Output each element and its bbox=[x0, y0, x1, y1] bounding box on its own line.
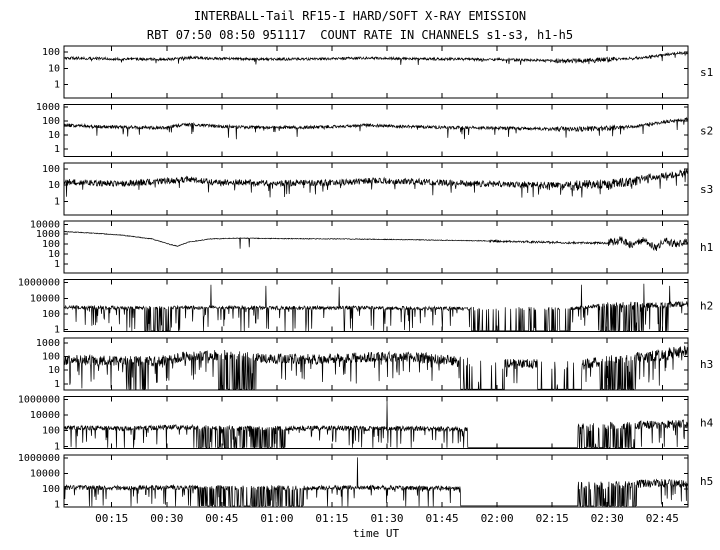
panel-s1-frame bbox=[63, 45, 689, 99]
panel-s1-trace bbox=[63, 50, 689, 66]
y-tick-label: 1 bbox=[54, 441, 60, 452]
y-tick-label: 1000 bbox=[36, 338, 60, 349]
panel-h2-trace bbox=[63, 283, 689, 332]
x-axis-label: time UT bbox=[353, 527, 400, 540]
y-tick-label: 1000 bbox=[36, 229, 60, 240]
y-tick-label: 100 bbox=[42, 426, 60, 437]
panel-s2-frame bbox=[63, 103, 689, 157]
x-tick-label: 01:15 bbox=[315, 512, 348, 525]
channel-label-h3: h3 bbox=[700, 358, 713, 371]
panel-h3-trace bbox=[63, 345, 689, 390]
chart-subtitle: RBT 07:50 08:50 951117 COUNT RATE IN CHA… bbox=[146, 28, 574, 42]
y-tick-label: 1 bbox=[54, 500, 60, 511]
y-tick-label: 10 bbox=[48, 180, 60, 191]
panel-h1-frame bbox=[63, 220, 689, 274]
x-tick-label: 02:15 bbox=[536, 512, 569, 525]
x-tick-label: 00:15 bbox=[95, 512, 128, 525]
chart-title: INTERBALL-Tail RF15-I HARD/SOFT X-RAY EM… bbox=[193, 9, 527, 23]
panel-s3-trace bbox=[63, 169, 689, 198]
y-tick-label: 100 bbox=[42, 352, 60, 363]
channel-label-h2: h2 bbox=[700, 300, 713, 313]
x-tick-label: 00:45 bbox=[205, 512, 238, 525]
panel-h5: 1000000 10000 100 1 h5 bbox=[18, 453, 713, 511]
channel-label-h5: h5 bbox=[700, 475, 713, 488]
y-tick-label: 1 bbox=[54, 259, 60, 270]
y-tick-label: 100 bbox=[42, 47, 60, 58]
y-tick-label: 1 bbox=[54, 79, 60, 90]
y-tick-label: 10000 bbox=[30, 293, 60, 304]
panel-h3: 1000 100 10 1 h3 bbox=[36, 337, 713, 391]
panel-h3-frame bbox=[63, 337, 689, 391]
channel-label-s2: s2 bbox=[700, 124, 713, 137]
y-tick-label: 1 bbox=[54, 379, 60, 390]
panel-h1-trace bbox=[63, 230, 689, 252]
panel-s3: 100 10 1 s3 bbox=[42, 162, 713, 216]
y-tick-label: 10000 bbox=[30, 410, 60, 421]
x-tick-label: 02:00 bbox=[481, 512, 514, 525]
x-tick-label: 00:30 bbox=[150, 512, 183, 525]
y-tick-label: 1 bbox=[54, 144, 60, 155]
y-tick-label: 100 bbox=[42, 164, 60, 175]
panel-s3-frame bbox=[63, 162, 689, 216]
y-tick-label: 10 bbox=[48, 130, 60, 141]
y-tick-label: 10 bbox=[48, 63, 60, 74]
x-tick-label: 02:45 bbox=[646, 512, 679, 525]
panel-s2: 1000 100 10 1 s2 bbox=[36, 102, 713, 157]
y-tick-label: 10 bbox=[48, 365, 60, 376]
y-tick-label: 100 bbox=[42, 239, 60, 250]
y-tick-label: 1 bbox=[54, 196, 60, 207]
panel-h4-frame bbox=[63, 395, 689, 449]
y-tick-label: 1000000 bbox=[18, 453, 60, 464]
y-tick-label: 100 bbox=[42, 116, 60, 127]
channel-label-h4: h4 bbox=[700, 416, 714, 429]
y-tick-label: 1 bbox=[54, 325, 60, 336]
channel-label-s3: s3 bbox=[700, 183, 713, 196]
panel-s2-trace bbox=[63, 116, 689, 140]
panel-h5-frame bbox=[63, 454, 689, 508]
panel-h5-trace bbox=[63, 457, 689, 507]
panel-s1: 100 10 1 s1 bbox=[42, 45, 713, 99]
panel-h4: 1000000 10000 100 1 h4 bbox=[18, 395, 714, 453]
y-tick-label: 10000 bbox=[30, 469, 60, 480]
y-tick-label: 1000000 bbox=[18, 278, 60, 289]
panel-h4-trace bbox=[63, 401, 689, 449]
y-tick-label: 10000 bbox=[30, 219, 60, 230]
y-tick-label: 100 bbox=[42, 484, 60, 495]
channel-label-h1: h1 bbox=[700, 241, 713, 254]
x-tick-label: 02:30 bbox=[591, 512, 624, 525]
x-tick-label: 01:45 bbox=[426, 512, 459, 525]
y-tick-label: 100 bbox=[42, 309, 60, 320]
y-tick-label: 10 bbox=[48, 249, 60, 260]
channel-label-s1: s1 bbox=[700, 66, 713, 79]
y-tick-label: 1000000 bbox=[18, 395, 60, 406]
x-tick-label: 01:00 bbox=[260, 512, 293, 525]
y-tick-label: 1000 bbox=[36, 102, 60, 113]
x-tick-label: 01:30 bbox=[370, 512, 403, 525]
panel-h2: 1000000 10000 100 1 h2 bbox=[18, 278, 713, 336]
